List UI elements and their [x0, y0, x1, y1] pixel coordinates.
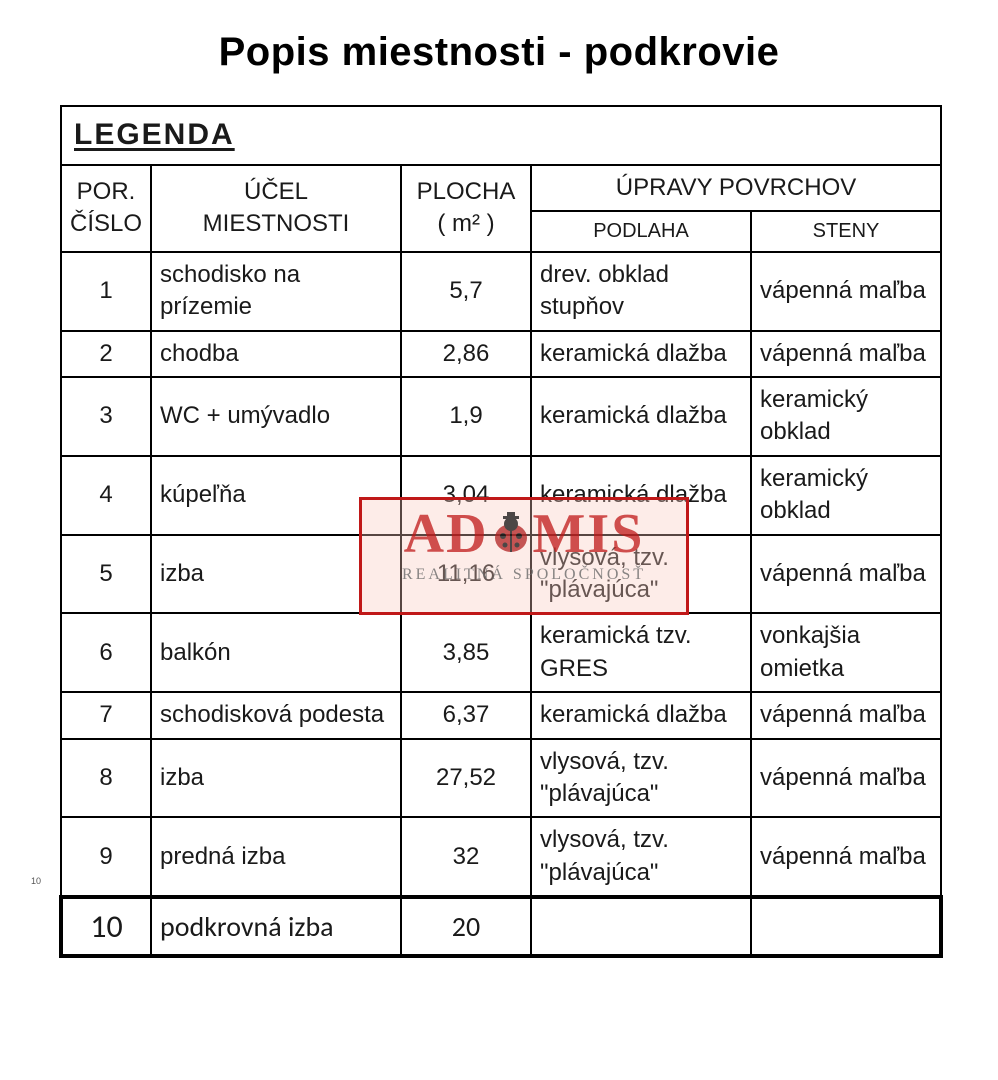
row-floor: drev. obklad stupňov	[531, 252, 751, 331]
row-name: schodisko na prízemie	[151, 252, 401, 331]
row-floor: vlysová, tzv. "plávajúca"	[531, 817, 751, 897]
row-num: 8	[61, 739, 151, 818]
appended-floor	[531, 897, 751, 956]
page-title: Popis miestnosti - podkrovie	[0, 30, 998, 75]
row-area: 11,16	[401, 535, 531, 614]
col-area-l2: ( m² )	[437, 210, 494, 237]
row-name: WC + umývadlo	[151, 377, 401, 456]
row-area: 27,52	[401, 739, 531, 818]
row-floor: keramická dlažba	[531, 456, 751, 535]
col-num-header: POR. ČÍSLO	[61, 165, 151, 252]
row-floor: keramická tzv. GRES	[531, 613, 751, 692]
col-walls-header: STENY	[751, 211, 941, 252]
row-area: 32	[401, 817, 531, 897]
table-row: 9predná izba32vlysová, tzv. "plávajúca"v…	[61, 817, 941, 897]
row-floor: vlysová, tzv. "plávajúca"	[531, 739, 751, 818]
row-area: 5,7	[401, 252, 531, 331]
row-area: 3,85	[401, 613, 531, 692]
row-walls: keramický obklad	[751, 456, 941, 535]
appended-area: 20	[401, 897, 531, 956]
col-area-header: PLOCHA ( m² )	[401, 165, 531, 252]
row-area: 6,37	[401, 692, 531, 738]
row-area: 1,9	[401, 377, 531, 456]
col-name-l2: MIESTNOSTI	[203, 210, 350, 237]
row-num: 6	[61, 613, 151, 692]
col-name-l1: ÚČEL	[244, 178, 308, 205]
table-container: LEGENDA POR. ČÍSLO ÚČEL MIESTNOSTI PLOCH…	[59, 105, 939, 958]
row-name: izba	[151, 739, 401, 818]
legend-row: LEGENDA	[61, 106, 941, 165]
row-name: kúpeľňa	[151, 456, 401, 535]
row-floor: vlysová, tzv. "plávajúca"	[531, 535, 751, 614]
row-num: 2	[61, 331, 151, 377]
table-row: 3WC + umývadlo1,9keramická dlažbakeramic…	[61, 377, 941, 456]
col-surfaces-header: ÚPRAVY POVRCHOV	[531, 165, 941, 211]
row-name: predná izba	[151, 817, 401, 897]
row-walls: vápenná maľba	[751, 252, 941, 331]
room-table: LEGENDA POR. ČÍSLO ÚČEL MIESTNOSTI PLOCH…	[59, 105, 943, 958]
row-floor: keramická dlažba	[531, 331, 751, 377]
row-walls: vápenná maľba	[751, 739, 941, 818]
row-name: izba	[151, 535, 401, 614]
col-num-l2: ČÍSLO	[70, 210, 142, 237]
table-row: 7schodisková podesta6,37keramická dlažba…	[61, 692, 941, 738]
row-walls: vápenná maľba	[751, 817, 941, 897]
col-name-header: ÚČEL MIESTNOSTI	[151, 165, 401, 252]
row-walls: vonkajšia omietka	[751, 613, 941, 692]
table-row: 6balkón3,85keramická tzv. GRESvonkajšia …	[61, 613, 941, 692]
row-name: chodba	[151, 331, 401, 377]
table-row: 1schodisko na prízemie5,7drev. obklad st…	[61, 252, 941, 331]
row-walls: vápenná maľba	[751, 331, 941, 377]
row-num: 4	[61, 456, 151, 535]
header-row-1: POR. ČÍSLO ÚČEL MIESTNOSTI PLOCHA ( m² )…	[61, 165, 941, 211]
row-num: 9	[61, 817, 151, 897]
row-walls: vápenná maľba	[751, 692, 941, 738]
appended-row: 10 podkrovná izba 20	[61, 897, 941, 956]
table-row: 5izba11,16vlysová, tzv. "plávajúca"vápen…	[61, 535, 941, 614]
page: Popis miestnosti - podkrovie LEGENDA POR…	[0, 0, 998, 998]
row-floor: keramická dlažba	[531, 377, 751, 456]
row-num: 1	[61, 252, 151, 331]
row-walls: keramický obklad	[751, 377, 941, 456]
table-row: 2chodba2,86keramická dlažbavápenná maľba	[61, 331, 941, 377]
row-area: 3,04	[401, 456, 531, 535]
row-name: schodisková podesta	[151, 692, 401, 738]
col-area-l1: PLOCHA	[417, 178, 516, 205]
scan-artifact: 10	[31, 876, 41, 886]
row-walls: vápenná maľba	[751, 535, 941, 614]
appended-name: podkrovná izba	[151, 897, 401, 956]
row-num: 5	[61, 535, 151, 614]
table-row: 4kúpeľňa3,04keramická dlažbakeramický ob…	[61, 456, 941, 535]
row-name: balkón	[151, 613, 401, 692]
col-num-l1: POR.	[77, 178, 136, 205]
legend-label: LEGENDA	[61, 106, 941, 165]
col-floor-header: PODLAHA	[531, 211, 751, 252]
row-area: 2,86	[401, 331, 531, 377]
row-num: 7	[61, 692, 151, 738]
row-floor: keramická dlažba	[531, 692, 751, 738]
table-row: 8izba27,52vlysová, tzv. "plávajúca"vápen…	[61, 739, 941, 818]
row-num: 3	[61, 377, 151, 456]
appended-num: 10	[61, 897, 151, 956]
appended-walls	[751, 897, 941, 956]
